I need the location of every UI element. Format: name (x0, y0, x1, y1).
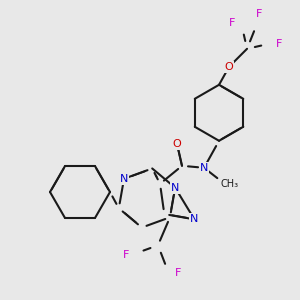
Text: F: F (175, 268, 181, 278)
Text: O: O (225, 62, 233, 72)
Text: F: F (256, 9, 262, 19)
Text: N: N (200, 163, 208, 173)
Text: N: N (190, 214, 199, 224)
Text: N: N (120, 174, 128, 184)
Text: F: F (229, 18, 235, 28)
Text: O: O (173, 139, 182, 149)
Text: F: F (123, 250, 129, 260)
Text: F: F (276, 39, 282, 49)
Text: N: N (171, 183, 179, 193)
Text: CH₃: CH₃ (221, 179, 239, 189)
